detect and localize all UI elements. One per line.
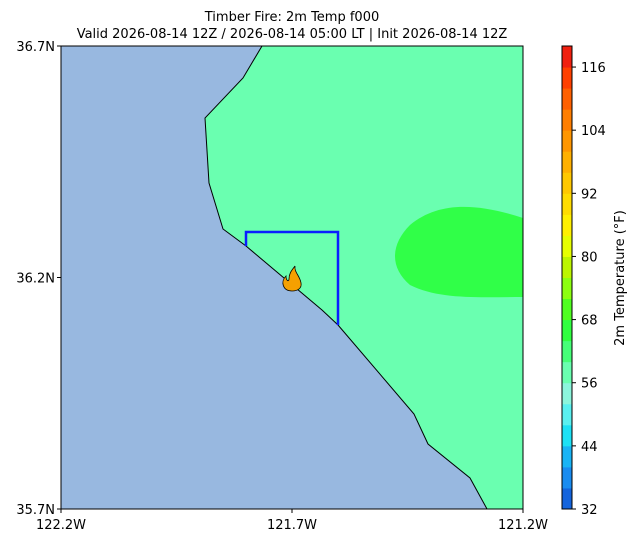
- colorbar-frame: [561, 45, 573, 510]
- colorbar-band: [562, 298, 572, 321]
- y-tick-label: 36.7N: [16, 40, 55, 55]
- colorbar-tick-label: 68: [581, 314, 598, 329]
- colorbar-tick-label: 44: [581, 440, 598, 455]
- colorbar-band: [562, 214, 572, 236]
- colorbar-tick-label: 80: [581, 250, 598, 265]
- map: [60, 45, 524, 510]
- colorbar-tick-label: 32: [581, 503, 598, 518]
- colorbar-band: [562, 466, 572, 489]
- colorbar-label: 2m Temperature (°F): [613, 210, 628, 346]
- colorbar-tick-label: 92: [581, 187, 598, 202]
- colorbar-band: [562, 361, 572, 384]
- colorbar-band: [562, 340, 572, 363]
- subtitle: Valid 2026-08-14 12Z / 2026-08-14 05:00 …: [77, 27, 508, 42]
- colorbar-band: [562, 235, 572, 257]
- colorbar-band: [562, 424, 572, 447]
- colorbar-band: [562, 46, 572, 68]
- colorbar-band: [562, 445, 572, 468]
- colorbar-band: [562, 382, 572, 405]
- colorbar-band: [562, 193, 572, 215]
- colorbar-tick-label: 104: [581, 124, 606, 139]
- y-tick-label: 35.7N: [16, 503, 55, 518]
- colorbar-tick-label: 116: [581, 61, 606, 76]
- colorbar-band: [562, 403, 572, 426]
- x-tick-label: 121.2W: [498, 518, 548, 533]
- colorbar-tick-label: 56: [581, 377, 598, 392]
- x-tick-label: 122.2W: [36, 518, 86, 533]
- fire-box: [244, 230, 340, 325]
- warm-area: [395, 206, 523, 298]
- colorbar-band: [562, 130, 572, 152]
- colorbar-band: [562, 67, 572, 89]
- colorbar-band: [562, 172, 572, 194]
- colorbar-band: [562, 277, 572, 300]
- x-tick-label: 121.7W: [267, 518, 317, 533]
- colorbar-band: [562, 109, 572, 131]
- colorbar-band: [562, 319, 572, 342]
- colorbar-band: [562, 151, 572, 173]
- title: Timber Fire: 2m Temp f000: [204, 10, 380, 25]
- colorbar-band: [562, 256, 572, 278]
- y-tick-label: 36.2N: [16, 272, 55, 287]
- colorbar-band: [562, 487, 572, 510]
- colorbar: 32 44 56 68 80 92 104 116: [561, 45, 606, 518]
- colorbar-band: [562, 88, 572, 110]
- fire-icon: [282, 265, 302, 292]
